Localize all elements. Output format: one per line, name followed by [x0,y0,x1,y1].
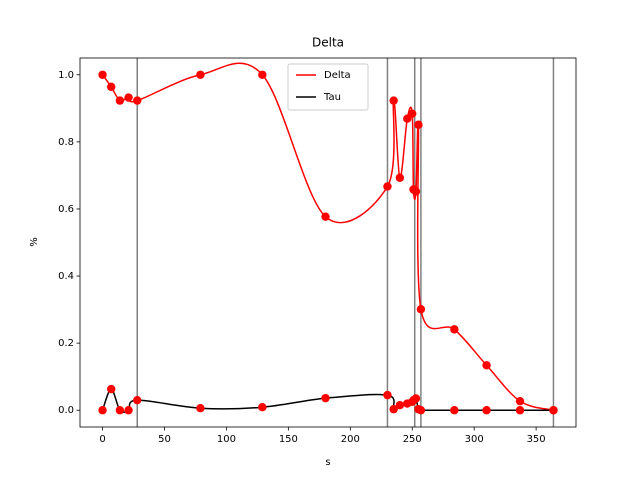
data-point [107,82,116,92]
x-tick-label: 200 [341,434,360,445]
data-point [450,406,459,415]
data-point [416,305,426,314]
data-point [515,406,525,415]
x-tick-label: 300 [465,434,484,445]
x-tick-label: 50 [158,434,171,445]
y-tick-label: 0.0 [58,405,74,416]
x-tick-label: 250 [403,434,422,445]
data-point [395,400,405,410]
data-point [549,406,558,415]
data-point [133,395,142,405]
data-point [389,405,398,414]
data-point [515,396,525,406]
data-point [450,325,459,334]
data-point [416,406,426,415]
data-point [115,96,125,105]
data-point [124,93,133,102]
data-point [133,96,142,105]
data-point [258,403,267,412]
data-point [389,96,398,105]
x-tick-label: 0 [99,434,105,445]
data-point [124,406,133,415]
x-axis-label: s [325,457,330,468]
y-axis-label: % [29,237,40,247]
y-tick-label: 1.0 [58,70,74,81]
data-point [414,120,423,129]
data-point [196,404,205,413]
chart-title: Delta [312,36,344,50]
x-tick-label: 150 [279,434,298,445]
x-tick-label: 100 [217,434,236,445]
data-point [408,109,417,118]
data-point [321,212,330,221]
y-tick-label: 0.8 [58,137,74,148]
data-point [115,406,125,415]
y-tick-label: 0.4 [58,271,74,282]
data-point [98,406,107,415]
data-point [411,187,421,196]
data-point [321,393,330,403]
data-point [482,361,491,370]
data-point [383,182,392,191]
legend-label: Delta [324,70,351,81]
data-point [482,406,491,415]
plot-frame [79,57,577,428]
y-tick-label: 0.2 [58,338,74,349]
data-point [196,70,205,79]
data-point [107,384,116,394]
y-tick-label: 0.6 [58,204,74,215]
legend-label: Tau [323,92,341,103]
data-point [383,390,392,400]
data-point [258,70,267,79]
x-tick-label: 350 [527,434,546,445]
data-point [98,70,107,79]
data-point [411,394,421,403]
data-point [395,173,405,182]
